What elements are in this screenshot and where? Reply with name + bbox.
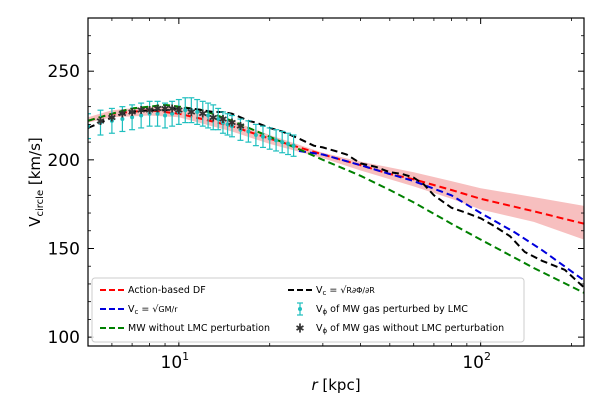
legend-vc-dphi-prefix: V	[316, 285, 323, 296]
svg-text:✱: ✱	[145, 104, 154, 117]
svg-text:✱: ✱	[153, 102, 162, 115]
legend-label-gas-lmc: Vϕ of MW gas perturbed by LMC	[316, 304, 468, 316]
y-tick-label: 100	[48, 328, 80, 348]
legend-label-gas-no-lmc: Vϕ of MW gas without LMC perturbation	[316, 323, 504, 335]
legend-vc-dphi-mid: =	[326, 285, 340, 296]
svg-text:✱: ✱	[187, 106, 196, 119]
series-line-v-c-sqrt-r-dphi-dr	[88, 107, 584, 289]
series-line-mw-without-lmc-perturbation	[88, 103, 584, 294]
v-phi-of-mw-gas-without-lmc-perturbation-point: ✱	[137, 104, 146, 117]
legend-vc-dphi-expr: R∂Φ/∂R	[346, 286, 375, 295]
v-phi-of-mw-gas-without-lmc-perturbation-point: ✱	[198, 108, 207, 121]
v-phi-of-mw-gas-without-lmc-perturbation-point: ✱	[127, 106, 136, 119]
y-axis-label-unit: [km/s]	[26, 137, 44, 185]
v-phi-of-mw-gas-perturbed-by-lmc-point	[290, 134, 297, 157]
svg-text:✱: ✱	[295, 322, 304, 335]
v-phi-of-mw-gas-perturbed-by-lmc-point	[266, 127, 273, 150]
series-line-v-c-sqrt-gm-r	[298, 150, 584, 282]
legend-gas-lmc-sub: ϕ	[323, 308, 328, 316]
v-phi-of-mw-gas-without-lmc-perturbation-point: ✱	[218, 113, 227, 126]
v-phi-of-mw-gas-perturbed-by-lmc-point	[245, 120, 252, 143]
y-axis-label-main: V	[26, 216, 44, 227]
legend-box	[91, 277, 525, 343]
svg-text:✱: ✱	[198, 108, 207, 121]
v-phi-of-mw-gas-without-lmc-perturbation-point: ✱	[227, 117, 236, 130]
v-phi-of-mw-gas-perturbed-by-lmc-point	[259, 125, 266, 149]
y-tick-label: 250	[48, 62, 80, 82]
plot-frame	[87, 17, 585, 347]
y-axis-label: Vcircle [km/s]	[26, 137, 46, 227]
v-phi-of-mw-gas-perturbed-by-lmc-point	[119, 106, 126, 133]
v-phi-of-mw-gas-without-lmc-perturbation-point: ✱	[145, 104, 154, 117]
legend-label-vc-dphi: Vc = √R∂Φ/∂R	[316, 285, 375, 297]
v-phi-of-mw-gas-without-lmc-perturbation-point: ✱	[96, 115, 105, 128]
svg-text:✱: ✱	[127, 106, 136, 119]
legend-label-vc-gm: Vc = √GM/r	[128, 304, 178, 316]
v-phi-of-mw-gas-perturbed-by-lmc-point	[215, 107, 222, 131]
v-phi-of-mw-gas-without-lmc-perturbation-point: ✱	[174, 104, 183, 117]
v-phi-of-mw-gas-without-lmc-perturbation-point: ✱	[118, 108, 127, 121]
legend-gas-no-lmc-sub: ϕ	[323, 327, 328, 335]
legend-swatch-gas-no-lmc: ✱	[295, 322, 304, 335]
legend: Action-based DF Vc = √R∂Φ/∂R Vc = √GM/r …	[91, 277, 525, 343]
svg-text:✱: ✱	[107, 111, 116, 124]
v-phi-of-mw-gas-perturbed-by-lmc-point	[224, 113, 231, 136]
v-phi-of-mw-gas-without-lmc-perturbation-point: ✱	[153, 102, 162, 115]
v-phi-of-mw-gas-perturbed-by-lmc-point	[194, 98, 201, 125]
legend-gas-lmc-text: of MW gas perturbed by LMC	[327, 304, 468, 315]
x-axis-label: r [kpc]	[311, 376, 360, 394]
svg-text:✱: ✱	[168, 102, 177, 115]
v-phi-of-mw-gas-perturbed-by-lmc-point	[279, 130, 286, 154]
legend-vc-gm-expr: GM/r	[158, 305, 178, 314]
sqrt-sign-icon: √	[340, 285, 347, 296]
svg-text:✱: ✱	[118, 108, 127, 121]
v-phi-of-mw-gas-without-lmc-perturbation-point: ✱	[209, 111, 218, 124]
legend-swatch-gas-lmc	[297, 302, 303, 316]
series-line-action-based-df	[88, 109, 584, 225]
legend-gas-no-lmc-prefix: V	[316, 323, 323, 334]
svg-text:✱: ✱	[137, 104, 146, 117]
legend-vc-gm-mid: =	[138, 304, 152, 315]
v-phi-of-mw-gas-without-lmc-perturbation-point: ✱	[187, 106, 196, 119]
v-phi-of-mw-gas-perturbed-by-lmc-point	[205, 102, 212, 129]
x-tick-label: 101	[161, 350, 190, 373]
legend-gas-lmc-prefix: V	[316, 304, 323, 315]
y-axis-label-sub: circle	[35, 190, 46, 217]
svg-text:✱: ✱	[160, 102, 169, 115]
v-phi-of-mw-gas-perturbed-by-lmc-point	[252, 123, 259, 147]
svg-text:✱: ✱	[236, 120, 245, 133]
x-axis-label-symbol: r	[311, 376, 318, 394]
v-phi-of-mw-gas-without-lmc-perturbation-point: ✱	[107, 111, 116, 124]
legend-label-mw-no-lmc: MW without LMC perturbation	[128, 323, 270, 334]
svg-text:✱: ✱	[218, 113, 227, 126]
sqrt-sign-icon: √	[152, 304, 159, 315]
svg-text:✱: ✱	[227, 117, 236, 130]
legend-vc-gm-prefix: V	[128, 304, 135, 315]
x-tick-label: 102	[462, 350, 491, 373]
svg-text:✱: ✱	[96, 115, 105, 128]
v-phi-of-mw-gas-perturbed-by-lmc-point	[182, 97, 189, 124]
legend-label-action-df: Action-based DF	[128, 285, 206, 296]
x-axis-label-unit: [kpc]	[322, 376, 360, 394]
legend-gas-no-lmc-text: of MW gas without LMC perturbation	[327, 323, 504, 334]
v-phi-of-mw-gas-perturbed-by-lmc-point	[273, 129, 280, 152]
svg-text:✱: ✱	[209, 111, 218, 124]
v-phi-of-mw-gas-perturbed-by-lmc-point	[285, 132, 292, 156]
legend-vc-gm-sub: c	[135, 308, 139, 316]
v-phi-of-mw-gas-without-lmc-perturbation-point: ✱	[160, 102, 169, 115]
y-tick-label: 200	[48, 151, 80, 171]
svg-text:✱: ✱	[174, 104, 183, 117]
legend-vc-dphi-sub: c	[323, 289, 327, 297]
v-phi-of-mw-gas-without-lmc-perturbation-point: ✱	[236, 120, 245, 133]
v-phi-of-mw-gas-without-lmc-perturbation-point: ✱	[168, 102, 177, 115]
y-tick-label: 150	[48, 239, 80, 259]
